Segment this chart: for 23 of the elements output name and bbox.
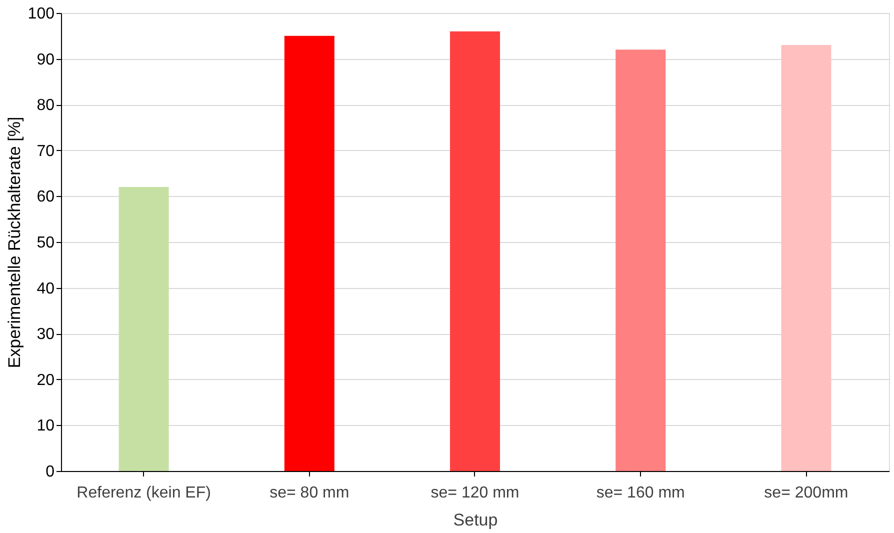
y-tick-label: 40 xyxy=(36,280,55,298)
y-tick-label: 0 xyxy=(46,464,55,480)
x-axis-title: Setup xyxy=(453,510,498,530)
y-tick-label: 10 xyxy=(36,418,55,435)
x-tick-label: se= 200mm xyxy=(764,484,848,502)
x-tick-label: Referenz (kein EF) xyxy=(76,484,211,502)
bar xyxy=(118,187,169,471)
x-tick-label: se= 80 mm xyxy=(270,484,350,502)
y-tick-label: 90 xyxy=(36,51,55,68)
y-tick-label: 30 xyxy=(36,326,55,344)
y-tick-label: 50 xyxy=(36,234,55,252)
y-tick-label: 60 xyxy=(36,188,55,206)
y-tick-label: 80 xyxy=(36,97,55,114)
bar xyxy=(781,45,832,471)
bar xyxy=(284,36,334,471)
bar xyxy=(616,50,666,471)
y-tick-label: 100 xyxy=(28,6,55,22)
bar xyxy=(450,31,500,471)
x-tick-label: se= 120 mm xyxy=(430,484,520,502)
x-tick-label: se= 160 mm xyxy=(596,484,685,502)
y-axis-title: Experimentelle Rückhalterate [%] xyxy=(4,116,24,368)
y-tick-label: 20 xyxy=(36,372,55,389)
y-tick-label: 70 xyxy=(36,142,55,160)
